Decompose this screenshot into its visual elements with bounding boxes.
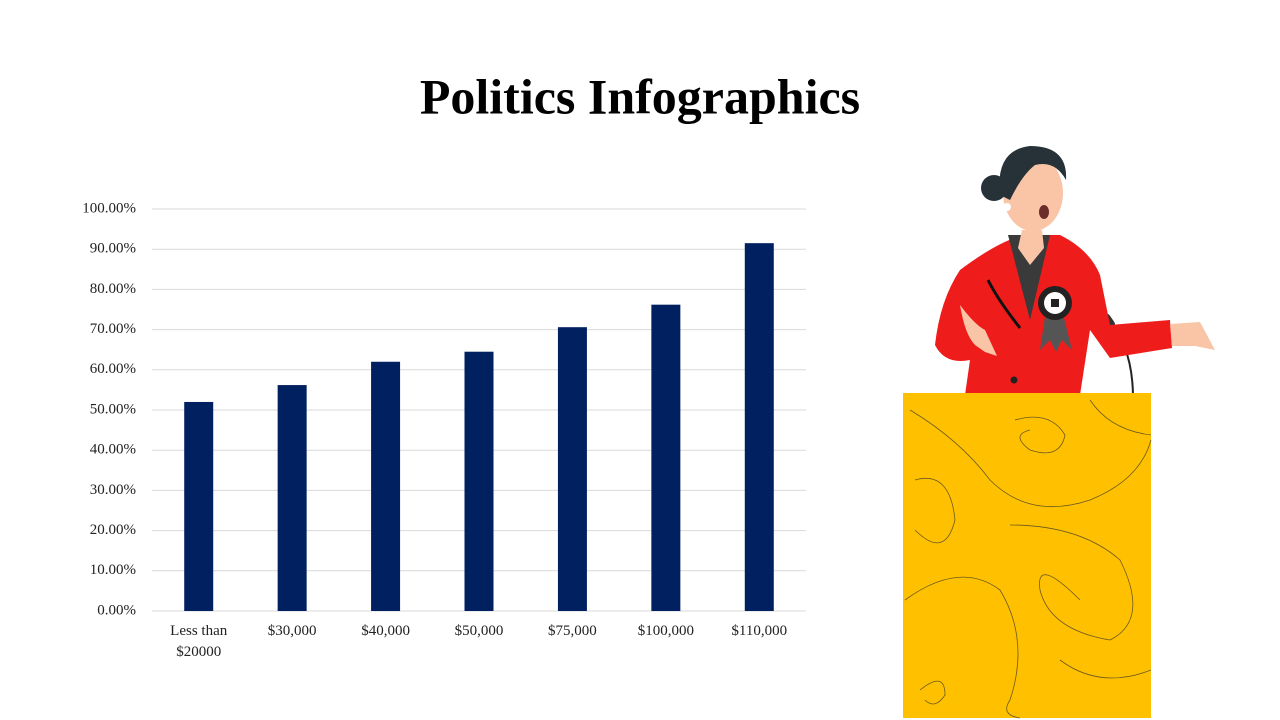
- bar: [371, 361, 401, 611]
- bar: [744, 243, 774, 612]
- x-tick-label-box: $40,000: [361, 623, 410, 639]
- bar: [464, 351, 494, 611]
- y-tick-label: 10.00%: [90, 562, 136, 578]
- x-tick-label-box: $110,000: [731, 623, 788, 639]
- x-tick-label-box: $100,000: [637, 623, 694, 639]
- y-tick-label: 90.00%: [90, 241, 136, 257]
- y-tick-label: 70.00%: [90, 321, 136, 337]
- y-tick-label: 50.00%: [90, 401, 136, 417]
- bar: [184, 401, 214, 611]
- bar: [557, 327, 587, 611]
- x-tick-label-box: $75,000: [548, 623, 597, 639]
- y-tick-label: 100.00%: [82, 200, 136, 216]
- podium: [903, 393, 1152, 719]
- y-tick-label: 30.00%: [90, 482, 136, 498]
- bar: [277, 385, 307, 611]
- x-tick-label: $50,000: [454, 623, 504, 639]
- x-tick-label: $100,000: [637, 623, 694, 639]
- y-tick-label: 0.00%: [97, 602, 136, 618]
- x-tick-label-box: $50,000: [454, 623, 504, 639]
- x-tick-label: $75,000: [548, 623, 597, 639]
- x-tick-label-box: Less than $20000: [170, 623, 228, 660]
- illustration: [935, 146, 1215, 396]
- y-tick-label: 80.00%: [90, 281, 136, 297]
- y-tick-label: 40.00%: [90, 442, 136, 458]
- y-tick-label: 60.00%: [90, 361, 136, 377]
- x-tick-label-box: $30,000: [267, 623, 317, 639]
- x-tick-label: $40,000: [361, 623, 410, 639]
- chart-title: Politics Infographics: [420, 68, 860, 124]
- x-tick-label: Less than $20000: [170, 623, 228, 660]
- x-tick-label: $30,000: [267, 623, 317, 639]
- y-tick-label: 20.00%: [90, 522, 136, 538]
- bar: [651, 304, 681, 611]
- x-tick-label: $110,000: [731, 623, 788, 639]
